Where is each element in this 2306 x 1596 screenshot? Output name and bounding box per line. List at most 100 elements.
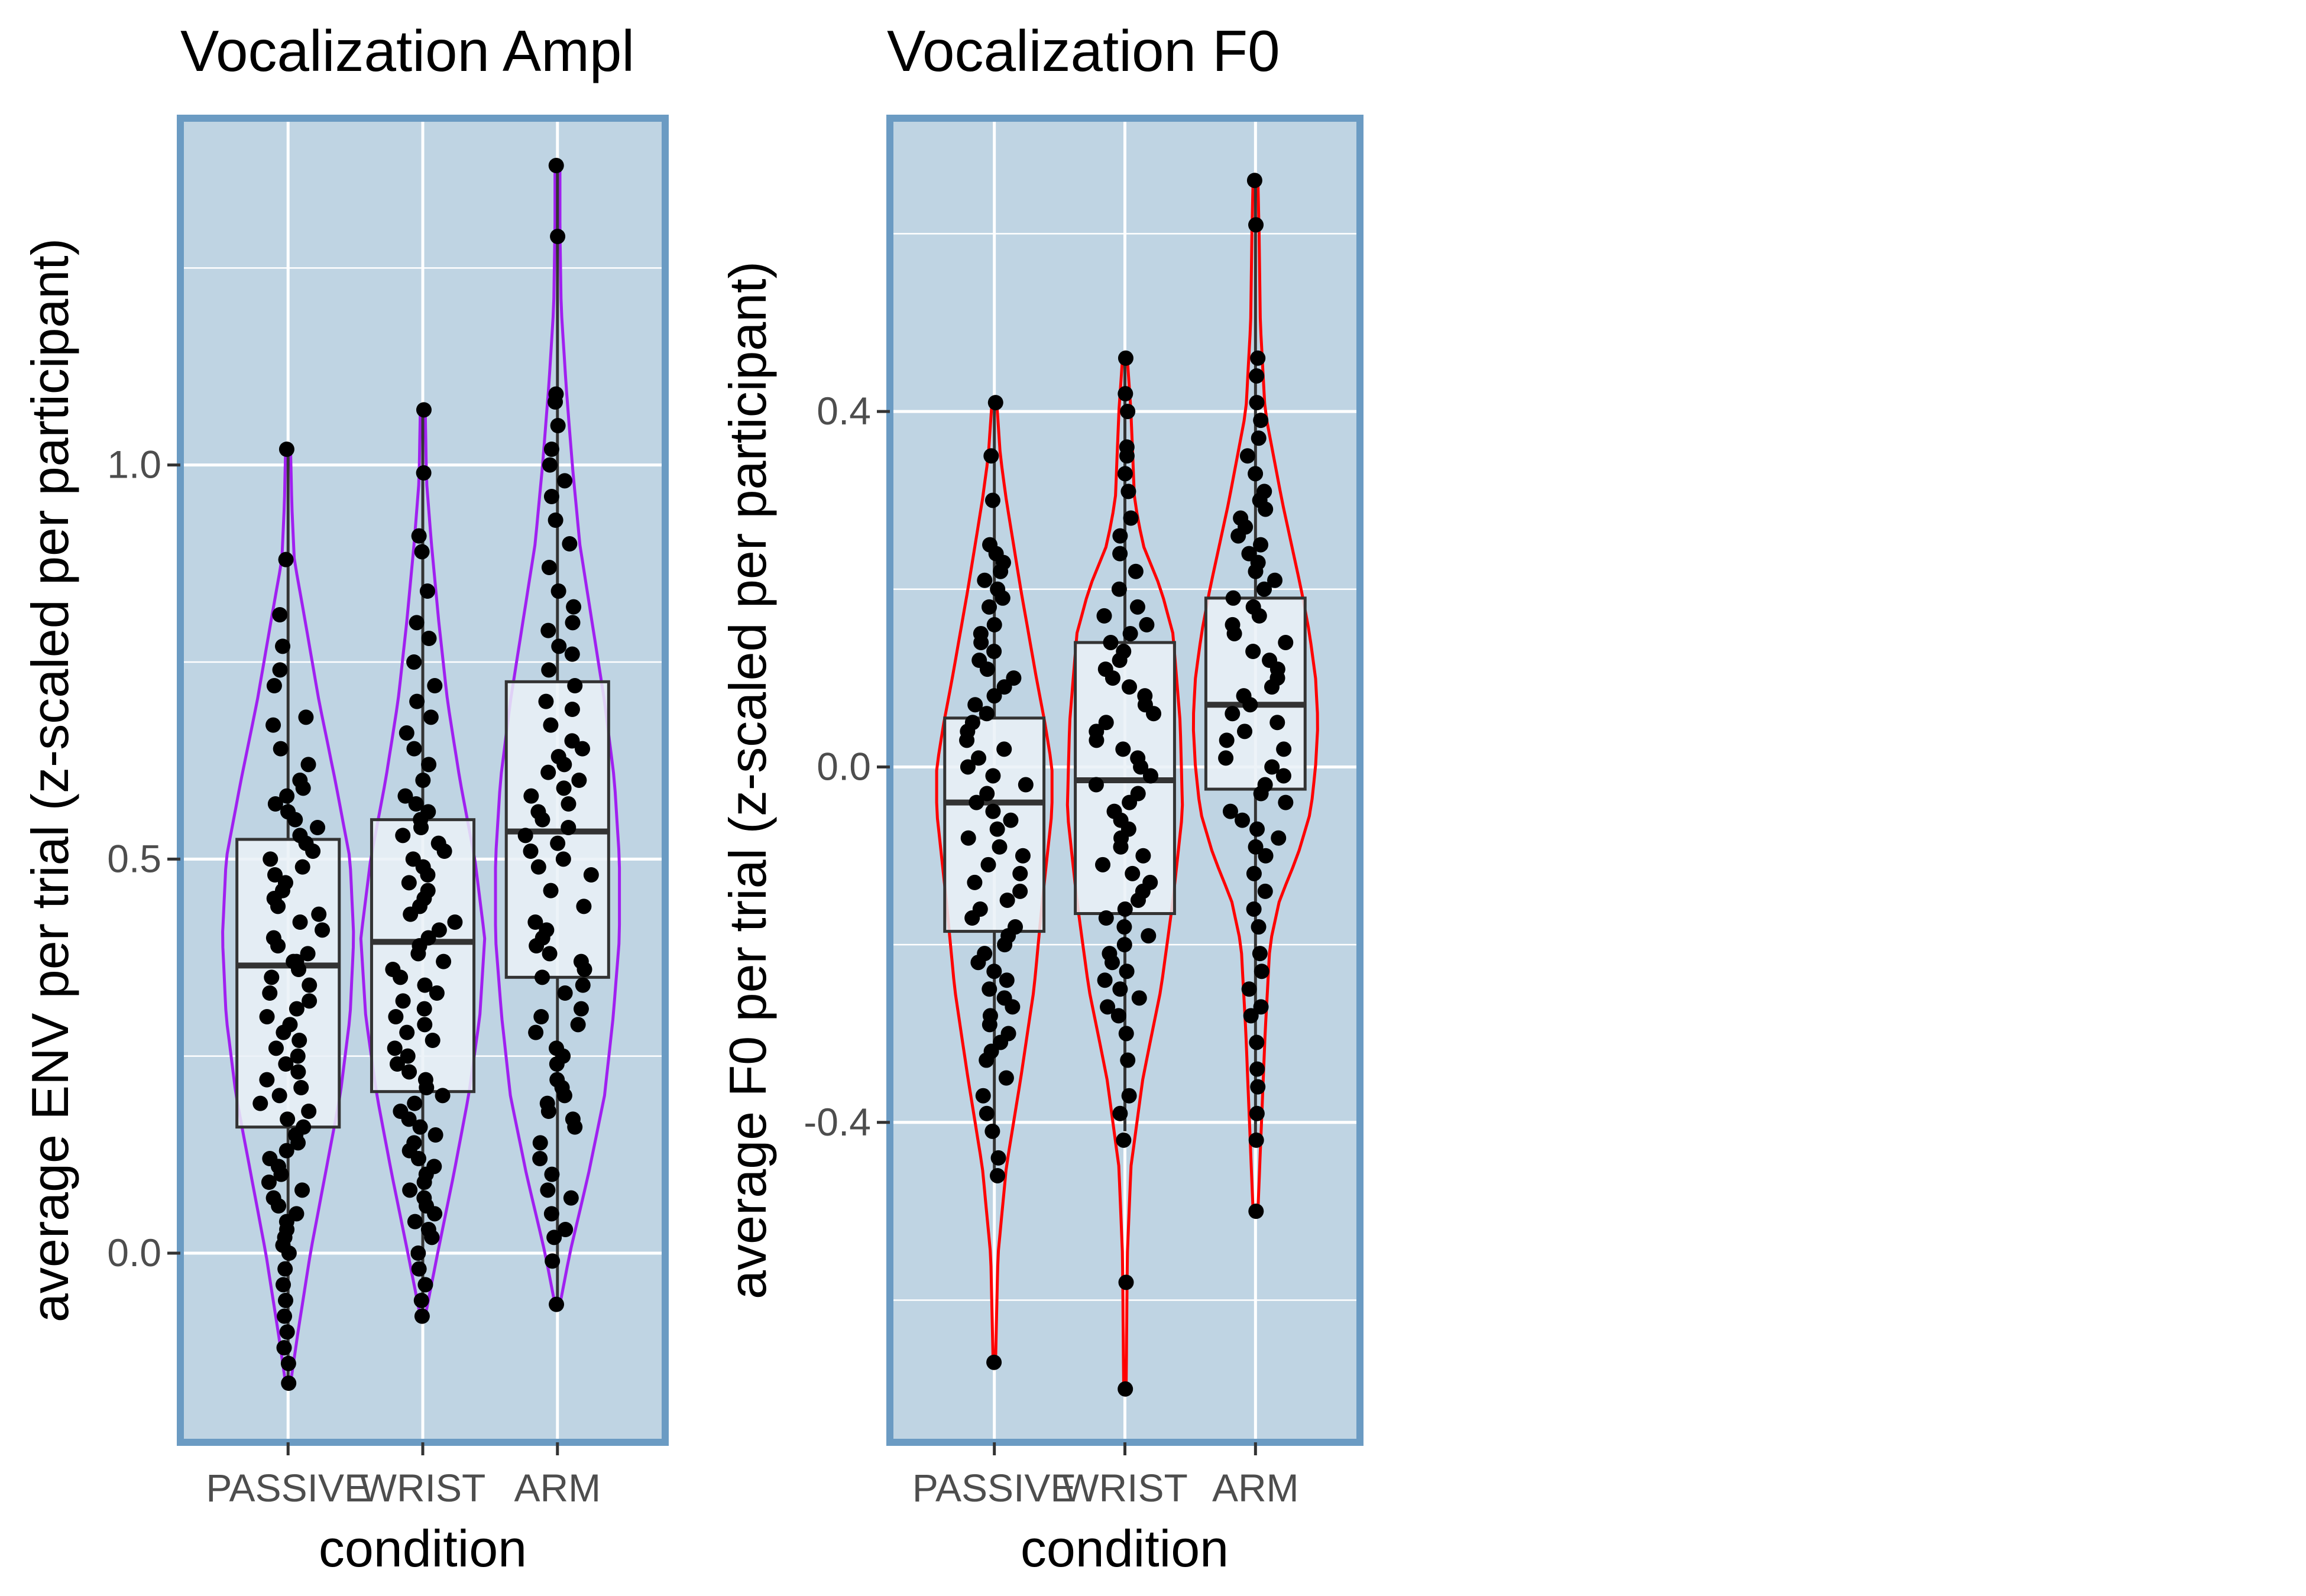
data-point [979,1105,995,1121]
data-point [982,981,997,997]
data-point [567,1119,583,1135]
data-point [960,830,976,846]
data-point [417,1277,433,1293]
data-point [538,693,554,709]
data-point [431,922,447,938]
data-point [292,914,308,930]
data-point [1146,706,1162,722]
data-point [571,773,587,788]
data-point [435,1088,451,1104]
data-point [261,1175,277,1190]
data-point [1278,794,1294,810]
data-point [302,993,318,1009]
chart-panel-amplitude: Vocalization Ampl 0.0 0.5 1.0 PASSIVEWRIST… [21,18,669,1578]
data-point [259,1009,275,1024]
chart-title: Vocalization F0 [887,18,1280,83]
data-point [410,1151,426,1166]
data-point [1248,466,1264,482]
data-point [291,962,307,977]
data-point [421,631,437,646]
data-point [1253,999,1269,1015]
data-point [414,544,430,560]
data-point [1250,1079,1266,1095]
data-point [1105,670,1120,686]
data-point [1264,679,1280,695]
data-point [436,844,452,859]
data-point [1130,892,1146,908]
data-point [556,757,572,773]
data-point [969,794,984,810]
data-point [575,977,591,993]
data-point [964,910,980,926]
data-point [1225,706,1241,722]
data-point [1245,644,1261,660]
data-point [311,906,327,922]
data-point [278,552,294,567]
data-point [1116,1132,1132,1148]
data-point [977,572,993,588]
data-point [561,820,576,835]
data-point [387,1040,403,1056]
data-point [548,394,563,410]
data-point [979,1052,995,1068]
data-point [986,964,1002,979]
data-point [1095,857,1111,872]
data-point [293,1080,309,1095]
data-point [960,759,976,775]
data-point [543,489,559,504]
data-point [959,732,975,748]
data-point [1113,839,1129,855]
data-point [982,599,997,615]
data-point [417,1017,433,1033]
data-point [1237,724,1253,739]
data-point [532,1151,548,1166]
data-point [402,1182,418,1198]
data-point [1104,955,1120,971]
data-point [1248,1204,1264,1219]
data-point [997,937,1013,953]
data-point [1253,413,1269,429]
data-point [1135,848,1151,864]
data-point [427,678,443,693]
data-point [419,583,435,599]
data-point [1097,972,1113,988]
data-point [301,1104,317,1119]
data-point [979,786,995,802]
data-point [1142,768,1158,784]
data-point [413,1293,429,1308]
data-point [416,1001,432,1017]
data-point [1276,741,1292,757]
data-point [395,828,411,844]
data-point [550,418,566,433]
data-point [1118,1026,1134,1042]
data-point [389,1056,405,1072]
data-point [1119,448,1135,464]
data-point [527,914,543,930]
data-point [1249,1034,1265,1050]
data-point [1267,572,1283,588]
data-point [302,977,318,993]
data-point [1235,812,1251,828]
data-point [1005,999,1021,1015]
data-point [532,1135,548,1151]
data-point [986,1354,1002,1370]
data-point [575,741,591,757]
data-point [982,1017,997,1033]
data-point [540,1104,556,1119]
data-point [1122,794,1138,810]
data-point [276,1024,292,1040]
data-point [989,821,1005,837]
data-point [550,835,566,851]
data-point [1243,1008,1259,1024]
data-point [290,1135,306,1151]
data-point [986,644,1002,660]
data-point [565,615,581,631]
x-tick-label: ARM [514,1466,601,1510]
data-point [555,851,571,867]
data-point [264,969,280,985]
plot-area [886,115,1363,1446]
y-axis: 0.0 0.5 1.0 [107,443,180,1274]
data-point [1278,634,1294,650]
y-tick-label: -0.4 [804,1100,871,1144]
data-point [1133,759,1149,775]
